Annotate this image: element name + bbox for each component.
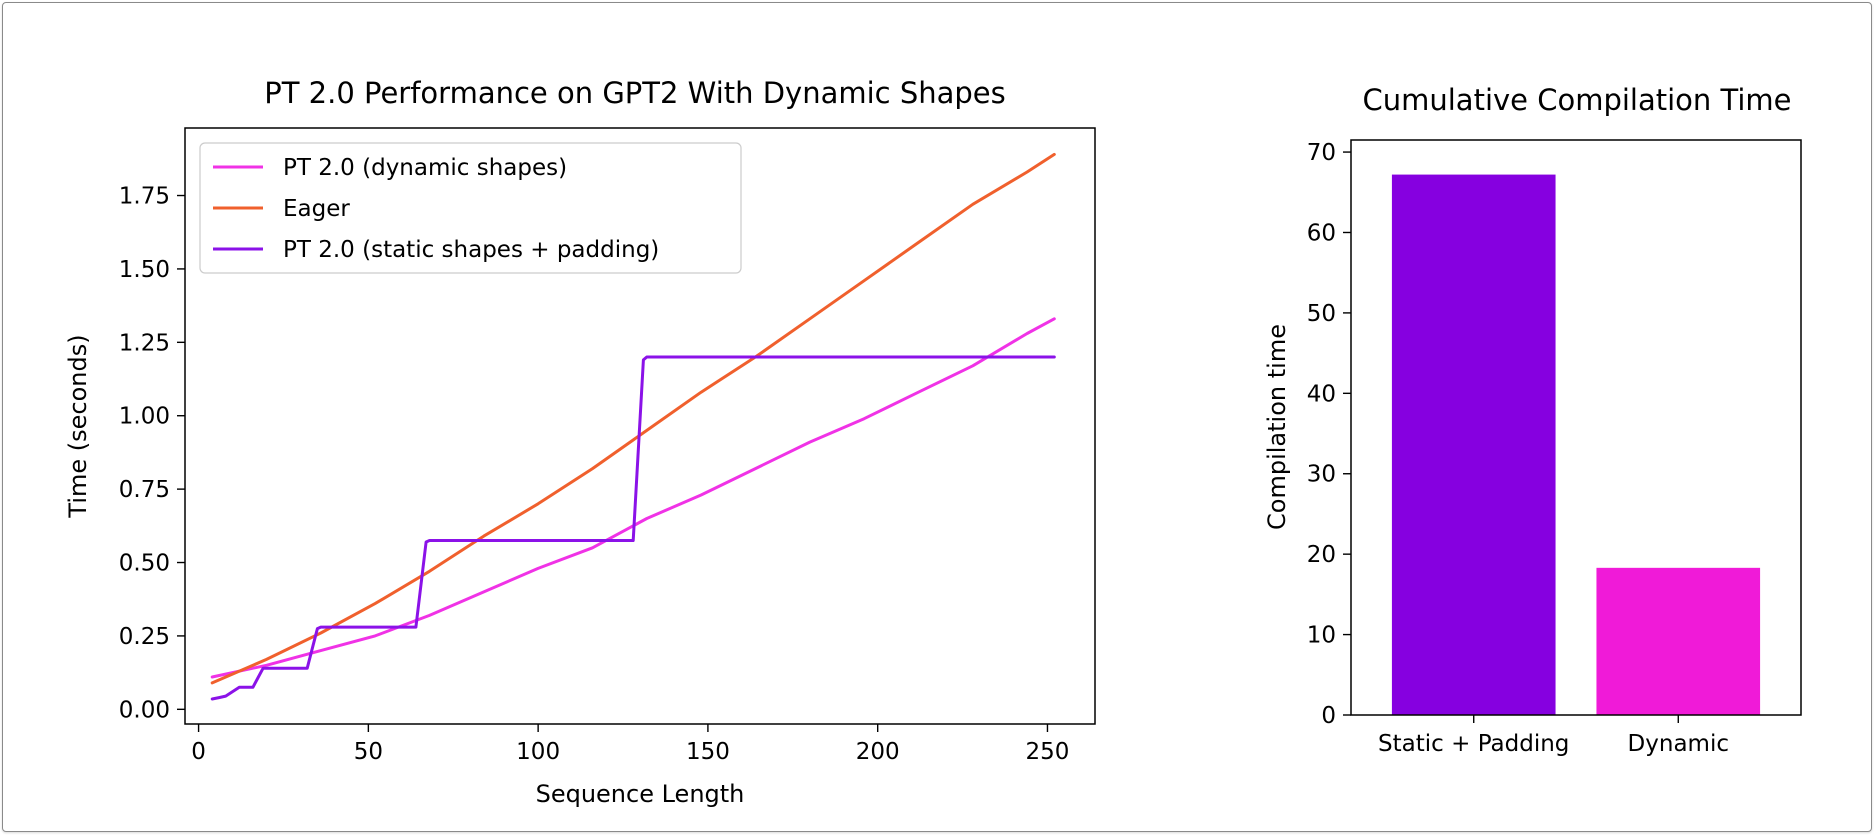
legend-label-static-shapes-padding: PT 2.0 (static shapes + padding) (283, 237, 659, 263)
series-line-eager (210, 152, 1056, 685)
y-tick-label: 0.75 (119, 477, 170, 503)
line-chart-plot-frame (184, 127, 1096, 725)
x-tick-label: 150 (686, 739, 730, 765)
y-tick-label: 1.00 (119, 404, 170, 430)
figure-canvas: PT 2.0 Performance on GPT2 With Dynamic … (64, 76, 1802, 808)
x-tick-label: 50 (354, 739, 383, 765)
x-tick-label: 100 (516, 739, 560, 765)
y-tick-label: 10 (1307, 623, 1336, 649)
line-chart-series (210, 152, 1056, 701)
line-chart-title: PT 2.0 Performance on GPT2 With Dynamic … (264, 76, 1006, 110)
line-chart: PT 2.0 Performance on GPT2 With Dynamic … (64, 76, 1096, 808)
bar-chart-y-ticks: 0 10 20 30 40 50 60 70 (1307, 140, 1351, 729)
y-tick-label: 30 (1307, 462, 1336, 488)
y-tick-label: 1.50 (119, 257, 170, 283)
line-chart-legend: PT 2.0 (dynamic shapes) Eager PT 2.0 (st… (199, 142, 742, 274)
x-tick-label: Static + Padding (1378, 731, 1569, 757)
y-tick-label: 1.25 (119, 330, 170, 356)
y-tick-label: 60 (1307, 220, 1336, 246)
y-tick-label: 0 (1321, 703, 1336, 729)
y-tick-label: 0.25 (119, 624, 170, 650)
series-line-pt-2-0-static-shapes-padding (210, 355, 1056, 701)
y-tick-label: 20 (1307, 542, 1336, 568)
legend-label-eager: Eager (283, 196, 350, 222)
series-line-pt-2-0-dynamic-shapes (210, 317, 1056, 679)
bar-chart-bars (1391, 174, 1761, 715)
bar-chart-title: Cumulative Compilation Time (1362, 83, 1791, 117)
y-tick-label: 70 (1307, 140, 1336, 166)
bar-chart-plot-frame (1350, 139, 1802, 716)
legend-box (199, 142, 742, 274)
y-tick-label: 0.50 (119, 551, 170, 577)
y-tick-label: 1.75 (119, 184, 170, 210)
x-tick-label: 0 (191, 739, 206, 765)
y-tick-label: 40 (1307, 381, 1336, 407)
bar-static-padding (1391, 174, 1556, 715)
bar-chart: Cumulative Compilation Time Static + Pad… (1263, 83, 1802, 757)
bar-chart-y-axis-label: Compilation time (1263, 324, 1291, 530)
line-chart-y-ticks: 0.00 0.25 0.50 0.75 1.00 1.25 1.50 1.75 (119, 184, 185, 723)
line-chart-x-ticks: 0 50 100 150 200 250 (191, 724, 1069, 765)
line-chart-x-axis-label: Sequence Length (536, 780, 745, 808)
y-tick-label: 0.00 (119, 697, 170, 723)
y-tick-label: 50 (1307, 301, 1336, 327)
x-tick-label: 200 (856, 739, 900, 765)
line-chart-y-axis-label: Time (seconds) (64, 334, 92, 518)
bar-chart-x-ticks: Static + Padding Dynamic (1378, 715, 1729, 757)
bar-dynamic (1596, 567, 1761, 715)
legend-label-dynamic-shapes: PT 2.0 (dynamic shapes) (283, 155, 567, 181)
x-tick-label: 250 (1026, 739, 1070, 765)
x-tick-label: Dynamic (1628, 731, 1729, 757)
